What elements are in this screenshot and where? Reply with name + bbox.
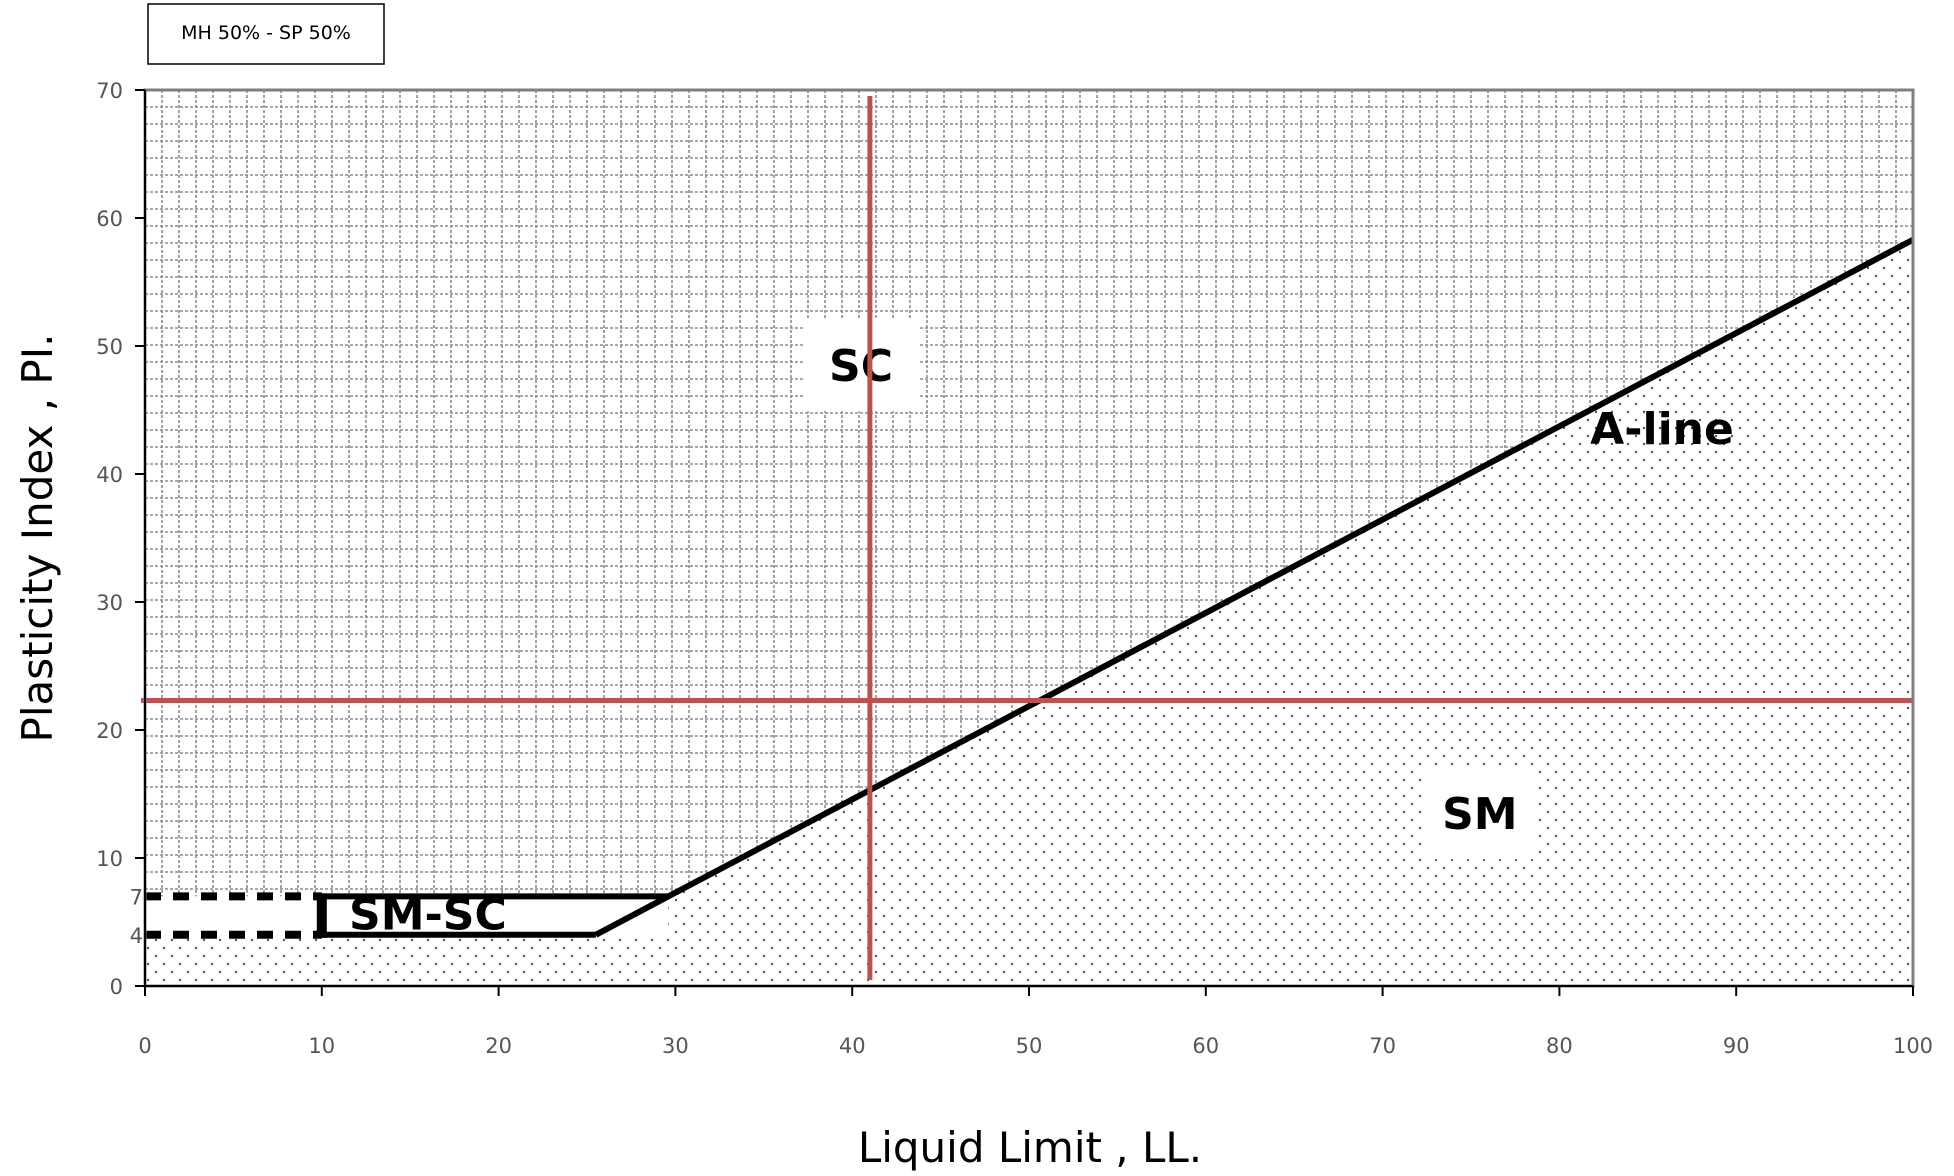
y-tick-label: 30: [96, 591, 123, 615]
region-label-sc: SC: [829, 341, 893, 392]
x-tick-label: 40: [839, 1034, 866, 1058]
x-axis-title: Liquid Limit , LL.: [858, 1123, 1202, 1172]
region-label-backdrop: [1421, 767, 1538, 860]
region-label-backdrop: [803, 319, 920, 412]
y-axis-ticks: 0 10 20 30 40 50 60 70 4 7: [96, 79, 145, 999]
y-tick-label: 70: [96, 79, 123, 103]
y-tick-label: 10: [96, 847, 123, 871]
plot-area: [145, 90, 1913, 986]
x-axis-ticks: 0 10 20 30 40 50 60 70 80 90 100: [138, 986, 1933, 1058]
a-line-label: A-line: [1590, 404, 1734, 455]
region-label-sm-sc: SM-SC: [349, 890, 507, 941]
y-tick-label: 0: [110, 975, 123, 999]
x-tick-label: 0: [138, 1034, 151, 1058]
y-tick-label: 50: [96, 335, 123, 359]
x-tick-label: 100: [1893, 1034, 1933, 1058]
x-tick-label: 60: [1192, 1034, 1219, 1058]
legend-label: MH 50% - SP 50%: [181, 22, 351, 44]
y-tick-label: 40: [96, 463, 123, 487]
legend-box: [147, 3, 385, 65]
x-tick-label: 30: [662, 1034, 689, 1058]
y-tick-label: 20: [96, 719, 123, 743]
x-tick-label: 80: [1546, 1034, 1573, 1058]
region-label-sm: SM: [1442, 789, 1517, 840]
x-tick-label: 10: [308, 1034, 335, 1058]
sm-sc-backdrop: [145, 896, 669, 935]
y-extra-tick-label: 4: [130, 924, 143, 948]
x-tick-label: 90: [1723, 1034, 1750, 1058]
sm-sc-band: SM-SC: [145, 890, 669, 941]
x-tick-label: 70: [1369, 1034, 1396, 1058]
y-axis-title: Plasticity Index , PI.: [13, 334, 62, 743]
y-extra-tick-label: 7: [130, 885, 143, 909]
a-line: [594, 237, 1915, 938]
x-tick-label: 20: [485, 1034, 512, 1058]
x-tick-label: 50: [1016, 1034, 1043, 1058]
legend: MH 50% - SP 50%: [147, 3, 385, 65]
y-tick-label: 60: [96, 207, 123, 231]
region-labels: SC SM: [803, 319, 1538, 860]
